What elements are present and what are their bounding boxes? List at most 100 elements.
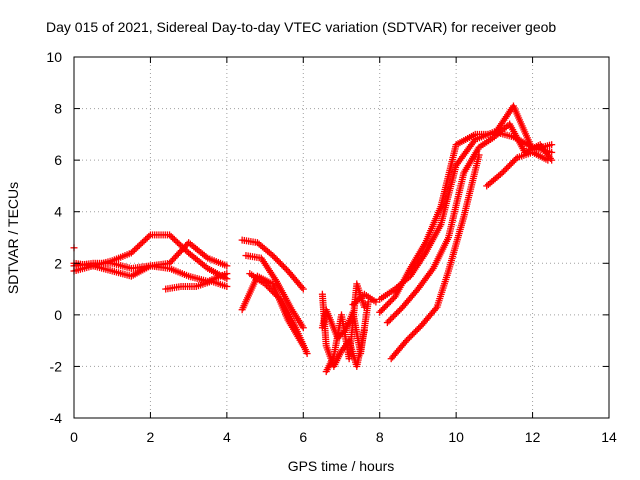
data-point bbox=[166, 231, 174, 239]
data-point bbox=[498, 169, 506, 177]
data-point bbox=[506, 161, 514, 169]
data-point bbox=[386, 315, 394, 323]
data-point bbox=[380, 304, 388, 312]
y-tick-label: 6 bbox=[54, 152, 62, 168]
data-point bbox=[548, 141, 556, 149]
data-point bbox=[379, 305, 387, 313]
data-point bbox=[138, 238, 146, 246]
data-point bbox=[270, 253, 278, 261]
x-tick-label: 10 bbox=[448, 429, 464, 445]
data-point bbox=[402, 337, 410, 345]
data-point bbox=[512, 155, 520, 163]
data-point bbox=[299, 342, 307, 350]
data-point bbox=[303, 350, 311, 358]
data-point bbox=[507, 160, 515, 168]
y-axis-label: SDTVAR / TECUs bbox=[5, 182, 21, 294]
x-axis-label: GPS time / hours bbox=[288, 458, 395, 474]
data-point bbox=[129, 247, 137, 255]
data-point bbox=[385, 317, 393, 325]
data-point bbox=[388, 314, 396, 322]
data-point bbox=[407, 332, 415, 340]
data-point bbox=[269, 252, 277, 260]
data-point bbox=[510, 157, 518, 165]
data-point bbox=[223, 262, 231, 270]
data-point bbox=[432, 305, 440, 313]
data-point bbox=[500, 167, 508, 175]
data-point bbox=[298, 283, 306, 291]
data-point bbox=[385, 299, 393, 307]
data-point bbox=[132, 244, 140, 252]
plot-frame bbox=[73, 56, 610, 419]
data-point bbox=[415, 324, 423, 332]
data-point bbox=[135, 241, 143, 249]
data-point bbox=[406, 334, 414, 342]
data-point bbox=[409, 330, 417, 338]
x-tick-label: 14 bbox=[601, 429, 617, 445]
x-tick-label: 4 bbox=[223, 429, 231, 445]
y-tick-label: 8 bbox=[54, 101, 62, 117]
x-tick-label: 12 bbox=[525, 429, 541, 445]
data-point bbox=[413, 326, 421, 334]
data-point bbox=[127, 249, 135, 257]
data-point bbox=[383, 319, 391, 327]
data-point bbox=[394, 308, 402, 316]
data-point bbox=[404, 335, 412, 343]
x-tick-label: 6 bbox=[299, 429, 307, 445]
data-point bbox=[548, 148, 556, 156]
data-point bbox=[145, 232, 153, 240]
data-point bbox=[475, 151, 483, 159]
data-point bbox=[170, 235, 178, 243]
data-point bbox=[360, 303, 368, 311]
y-tick-label: -2 bbox=[50, 358, 63, 374]
data-point bbox=[273, 256, 281, 264]
data-point bbox=[388, 296, 396, 304]
data-point bbox=[412, 327, 420, 335]
data-point bbox=[391, 311, 399, 319]
data-point bbox=[140, 237, 148, 245]
y-tick-label: 10 bbox=[46, 49, 62, 65]
data-point bbox=[504, 163, 512, 171]
data-point bbox=[275, 258, 283, 266]
data-point bbox=[131, 246, 139, 254]
data-point bbox=[276, 259, 284, 267]
data-point bbox=[386, 297, 394, 305]
data-point bbox=[299, 285, 307, 293]
data-point bbox=[503, 164, 511, 172]
x-tick-label: 0 bbox=[70, 429, 78, 445]
data-point bbox=[501, 166, 509, 174]
data-point bbox=[382, 302, 390, 310]
data-point bbox=[264, 283, 272, 291]
data-point bbox=[167, 232, 175, 240]
data-point bbox=[142, 235, 150, 243]
data-point bbox=[134, 243, 142, 251]
y-tick-label: -4 bbox=[50, 410, 63, 426]
data-point bbox=[389, 312, 397, 320]
data-point bbox=[372, 298, 380, 306]
y-tick-label: 2 bbox=[54, 255, 62, 271]
data-point bbox=[376, 308, 384, 316]
data-point bbox=[509, 158, 517, 166]
data-point bbox=[410, 329, 418, 337]
data-point bbox=[383, 301, 391, 309]
data-point bbox=[393, 309, 401, 317]
data-point bbox=[544, 156, 552, 164]
data-point bbox=[299, 324, 307, 332]
y-tick-label: 4 bbox=[54, 204, 62, 220]
data-point bbox=[137, 240, 145, 248]
data-point bbox=[279, 262, 287, 270]
data-point bbox=[396, 306, 404, 314]
points-layer bbox=[70, 102, 556, 376]
data-point bbox=[281, 264, 289, 272]
x-tick-label: 2 bbox=[147, 429, 155, 445]
data-point bbox=[278, 261, 286, 269]
data-point bbox=[377, 307, 385, 315]
data-point bbox=[173, 238, 181, 246]
data-point bbox=[272, 255, 280, 263]
data-point bbox=[169, 234, 177, 242]
data-point bbox=[223, 270, 231, 278]
data-point bbox=[143, 234, 151, 242]
data-point bbox=[172, 237, 180, 245]
chart-title: Day 015 of 2021, Sidereal Day-to-day VTE… bbox=[46, 19, 556, 35]
data-point bbox=[223, 282, 231, 290]
y-tick-label: 0 bbox=[54, 307, 62, 323]
